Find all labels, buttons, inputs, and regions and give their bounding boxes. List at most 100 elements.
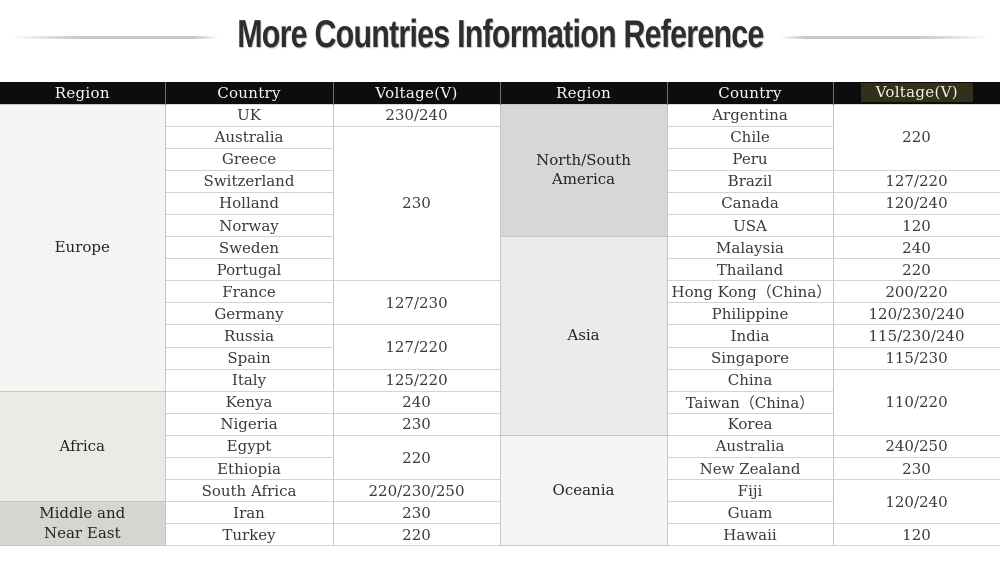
table-row: Europe UK 230/240 North/South America Argent… <box>0 103 1000 392</box>
country-cell: USA <box>666 213 834 238</box>
header-country-left: Country <box>164 82 333 104</box>
region-cell: Oceania <box>499 434 668 547</box>
country-cell: Russia <box>165 324 334 348</box>
voltage-cell: 220 <box>332 434 501 481</box>
country-cell: Fiji <box>666 479 834 503</box>
table-row: Egypt 220 Oceania Australia 240/250 <box>0 434 1000 547</box>
voltage-cell: 127/220 <box>832 169 1000 193</box>
country-cell: Australia <box>666 434 834 459</box>
country-cell: Guam <box>666 501 834 525</box>
voltage-cell: 125/220 <box>332 368 501 392</box>
table-row: Switzerland Brazil 127/220 <box>0 169 1000 193</box>
voltage-cell: 115/230/240 <box>832 324 1000 348</box>
country-cell: Germany <box>165 302 334 326</box>
country-cell: Thailand <box>666 258 834 282</box>
region-cell: Africa <box>0 390 166 503</box>
region-cell: North/South America <box>499 103 668 238</box>
region-cell: Europe <box>0 103 166 392</box>
voltage-cell: 120/240 <box>832 191 1000 215</box>
country-cell: France <box>165 280 334 304</box>
country-cell: Spain <box>165 346 334 370</box>
title-band: More Countries Information Reference <box>0 0 1000 82</box>
page-title-text: More Countries Information Reference <box>236 13 764 56</box>
voltage-cell: 220 <box>832 103 1000 171</box>
voltage-cell: 120/240 <box>832 479 1000 525</box>
table-row: Russia 127/220 India 115/230/240 <box>0 324 1000 370</box>
table-row: Italy 125/220 China 110/220 <box>0 368 1000 436</box>
country-cell: China <box>666 368 834 392</box>
header-voltage-right: Voltage(V) <box>832 82 1000 104</box>
country-cell: India <box>666 324 834 348</box>
voltage-cell: 230 <box>332 125 501 282</box>
voltage-cell: 220 <box>332 523 501 547</box>
table-row: Ethiopia New Zealand 230 <box>0 456 1000 481</box>
header-row: Region Country Voltage(V) Region Country… <box>0 82 1000 104</box>
voltage-cell: 230 <box>832 456 1000 481</box>
voltage-cell: 240 <box>832 236 1000 260</box>
table-body: Europe UK 230/240 North/South America Argent… <box>0 103 1000 547</box>
header-region-right: Region <box>499 82 667 104</box>
table-row: Holland Canada 120/240 <box>0 191 1000 215</box>
voltage-cell: 230 <box>332 412 501 436</box>
header-voltage-right-highlight: Voltage(V) <box>860 83 973 103</box>
table-row: Portugal Thailand 220 <box>0 258 1000 282</box>
country-cell: Korea <box>666 412 834 436</box>
header-region-left: Region <box>0 82 165 104</box>
voltage-cell: 110/220 <box>832 368 1000 436</box>
country-cell: Iran <box>164 501 334 525</box>
country-cell: Australia <box>165 125 334 149</box>
table-row: Norway USA 120 <box>0 213 1000 238</box>
region-cell: Middle and Near East <box>0 501 166 547</box>
voltage-cell: 200/220 <box>832 280 1000 304</box>
header-country-right: Country <box>666 82 833 104</box>
table-row: Australia 230 Chile <box>0 125 1000 282</box>
voltage-cell: 230 <box>332 501 501 525</box>
title-line-right <box>780 36 991 39</box>
country-cell: Peru <box>666 147 834 171</box>
country-cell: Argentina <box>666 103 834 127</box>
country-cell: Hong Kong（China） <box>666 280 834 304</box>
country-cell: Switzerland <box>165 169 334 193</box>
voltage-cell: 120/230/240 <box>832 302 1000 326</box>
voltage-cell: 120 <box>832 523 1000 547</box>
country-cell: Egypt <box>165 434 334 459</box>
voltage-cell: 127/220 <box>332 324 501 370</box>
voltage-cell: 120 <box>832 213 1000 238</box>
table-header: Region Country Voltage(V) Region Country… <box>0 82 1000 104</box>
voltage-cell: 127/230 <box>332 280 501 326</box>
country-cell: Hawaii <box>666 523 834 547</box>
country-cell: Holland <box>165 191 334 215</box>
country-cell: Brazil <box>666 169 834 193</box>
table-row: France 127/230 Hong Kong（China） 200/220 <box>0 280 1000 326</box>
country-cell: Taiwan（China） <box>666 390 834 414</box>
voltage-cell: 230/240 <box>332 103 501 127</box>
voltage-cell: 115/230 <box>832 346 1000 370</box>
country-cell: New Zealand <box>666 456 834 481</box>
country-cell: Malaysia <box>666 236 834 260</box>
country-cell: South Africa <box>165 479 334 503</box>
country-cell: Sweden <box>165 236 334 260</box>
country-cell: Portugal <box>165 258 334 282</box>
voltage-reference-table: Region Country Voltage(V) Region Country… <box>0 82 1000 547</box>
page-title: More Countries Information Reference <box>0 0 1000 57</box>
region-cell: Asia <box>499 236 668 436</box>
table-row: South Africa 220/230/250 Fiji 120/240 <box>0 479 1000 525</box>
country-cell: Philippine <box>666 302 834 326</box>
table-row: Sweden Asia Malaysia 240 <box>0 236 1000 436</box>
table-row: Middle and Near East Iran 230 Guam <box>0 501 1000 547</box>
voltage-cell: 240 <box>332 390 501 414</box>
country-cell: Kenya <box>164 390 334 414</box>
voltage-cell: 220/230/250 <box>332 479 501 503</box>
country-cell: Nigeria <box>165 412 334 436</box>
country-cell: Singapore <box>666 346 834 370</box>
country-cell: Italy <box>165 368 334 392</box>
country-cell: Greece <box>165 147 334 171</box>
country-cell: Chile <box>666 125 834 149</box>
country-cell: Norway <box>165 213 334 238</box>
voltage-cell: 220 <box>832 258 1000 282</box>
voltage-cell: 240/250 <box>832 434 1000 459</box>
title-line-left <box>8 36 219 39</box>
table-row: Turkey 220 Hawaii 120 <box>0 523 1000 547</box>
country-cell: Ethiopia <box>165 456 334 481</box>
